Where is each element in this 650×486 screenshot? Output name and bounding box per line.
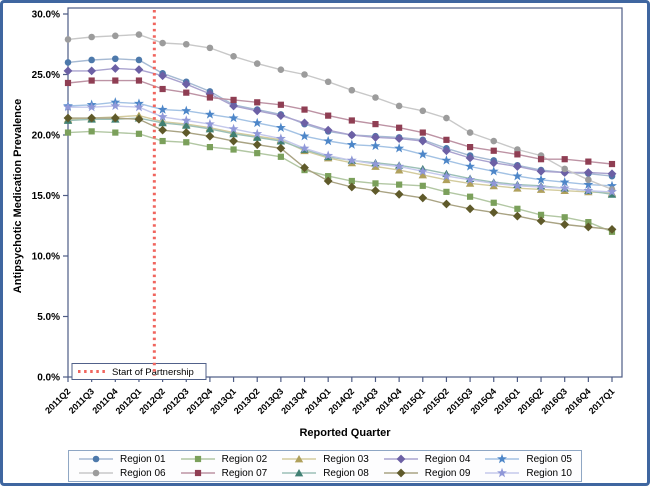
x-tick-label: 2017Q1	[587, 386, 617, 416]
legend: Region 01 Region 02 Region 03 Region 04 Regi…	[68, 450, 582, 482]
triangle-marker-sample	[282, 455, 317, 463]
legend-item-label: Region 05	[526, 453, 572, 465]
square-marker-sample	[180, 455, 215, 463]
y-tick-label: 25.0%	[32, 70, 60, 81]
series-region-08	[63, 114, 617, 198]
legend-item-region-05: Region 05	[484, 452, 572, 466]
legend-item-label: Region 08	[323, 467, 369, 479]
y-tick-label: 30.0%	[32, 10, 60, 21]
legend-item-region-01: Region 01	[78, 452, 166, 466]
circle-marker-sample	[79, 455, 114, 463]
legend-item-region-09: Region 09	[383, 466, 471, 480]
refline-legend-box: Start of Partnership	[71, 363, 207, 380]
y-tick-label: 0.0%	[37, 373, 60, 384]
legend-item-label: Region 06	[120, 467, 166, 479]
plot-area	[67, 7, 623, 378]
legend-item-label: Region 02	[221, 453, 268, 465]
x-axis-title: Reported Quarter	[299, 427, 391, 439]
legend-item-label: Region 04	[424, 453, 471, 465]
refline-legend-label: Start of Partnership	[112, 367, 194, 378]
legend-item-region-04: Region 04	[383, 452, 471, 466]
star-marker-sample	[485, 467, 520, 478]
circle-marker-sample	[79, 469, 114, 477]
legend-item-label: Region 03	[323, 453, 369, 465]
legend-item-label: Region 10	[526, 467, 572, 479]
series-region-07	[64, 77, 616, 168]
legend-item-region-08: Region 08	[281, 466, 369, 480]
y-axis-title: Antipsychotic Medication Prevalence	[12, 99, 24, 293]
triangle-marker-sample	[282, 469, 317, 477]
legend-item-region-06: Region 06	[78, 466, 166, 480]
star-marker-sample	[485, 453, 520, 464]
series-region-10	[63, 100, 617, 197]
square-marker-sample	[180, 469, 215, 477]
legend-item-label: Region 09	[424, 467, 471, 479]
series-region-05	[63, 97, 617, 191]
legend-item-region-10: Region 10	[484, 466, 572, 480]
legend-item-region-03: Region 03	[281, 452, 369, 466]
y-tick-label: 10.0%	[32, 252, 60, 263]
prevalence-line-chart: 0.0%5.0%10.0%15.0%20.0%25.0%30.0%2011Q22…	[12, 7, 623, 439]
legend-item-label: Region 07	[221, 467, 268, 479]
series-region-09	[63, 113, 617, 234]
legend-item-region-02: Region 02	[180, 452, 268, 466]
legend-item-label: Region 01	[120, 453, 166, 465]
series-region-06	[64, 31, 616, 193]
series-region-04	[63, 64, 617, 179]
diamond-marker-sample	[383, 454, 418, 464]
series-region-02	[64, 128, 616, 235]
y-tick-label: 5.0%	[37, 312, 60, 323]
y-tick-label: 20.0%	[32, 131, 60, 142]
legend-item-region-07: Region 07	[180, 466, 268, 480]
y-tick-label: 15.0%	[32, 191, 60, 202]
diamond-marker-sample	[383, 468, 418, 478]
